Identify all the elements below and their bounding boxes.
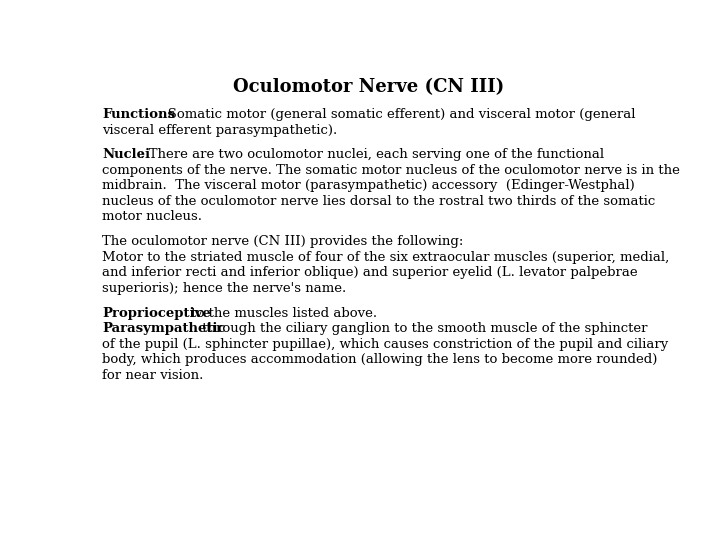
Text: midbrain.  The visceral motor (parasympathetic) accessory  (Edinger-Westphal): midbrain. The visceral motor (parasympat… (102, 179, 635, 192)
Text: Nuclei: Nuclei (102, 148, 150, 161)
Text: superioris); hence the nerve's name.: superioris); hence the nerve's name. (102, 282, 346, 295)
Text: visceral efferent parasympathetic).: visceral efferent parasympathetic). (102, 124, 338, 137)
Text: Proprioceptive: Proprioceptive (102, 307, 211, 320)
Text: body, which produces accommodation (allowing the lens to become more rounded): body, which produces accommodation (allo… (102, 353, 657, 366)
Text: for near vision.: for near vision. (102, 369, 204, 382)
Text: nucleus of the oculomotor nerve lies dorsal to the rostral two thirds of the som: nucleus of the oculomotor nerve lies dor… (102, 195, 655, 208)
Text: Motor to the striated muscle of four of the six extraocular muscles (superior, m: Motor to the striated muscle of four of … (102, 251, 670, 264)
Text: Oculomotor Nerve (CN III): Oculomotor Nerve (CN III) (233, 78, 505, 96)
Text: to the muscles listed above.: to the muscles listed above. (186, 307, 377, 320)
Text: components of the nerve. The somatic motor nucleus of the oculomotor nerve is in: components of the nerve. The somatic mot… (102, 164, 680, 177)
Text: motor nucleus.: motor nucleus. (102, 211, 202, 224)
Text: and inferior recti and inferior oblique) and superior eyelid (L. levator palpebr: and inferior recti and inferior oblique)… (102, 266, 638, 279)
Text: Parasympathetic: Parasympathetic (102, 322, 226, 335)
Text: through the ciliary ganglion to the smooth muscle of the sphincter: through the ciliary ganglion to the smoo… (198, 322, 647, 335)
Text: : Somatic motor (general somatic efferent) and visceral motor (general: : Somatic motor (general somatic efferen… (159, 108, 635, 121)
Text: : There are two oculomotor nuclei, each serving one of the functional: : There are two oculomotor nuclei, each … (140, 148, 603, 161)
Text: Functions: Functions (102, 108, 175, 121)
Text: of the pupil (L. sphincter pupillae), which causes constriction of the pupil and: of the pupil (L. sphincter pupillae), wh… (102, 338, 669, 350)
Text: The oculomotor nerve (CN III) provides the following:: The oculomotor nerve (CN III) provides t… (102, 235, 464, 248)
